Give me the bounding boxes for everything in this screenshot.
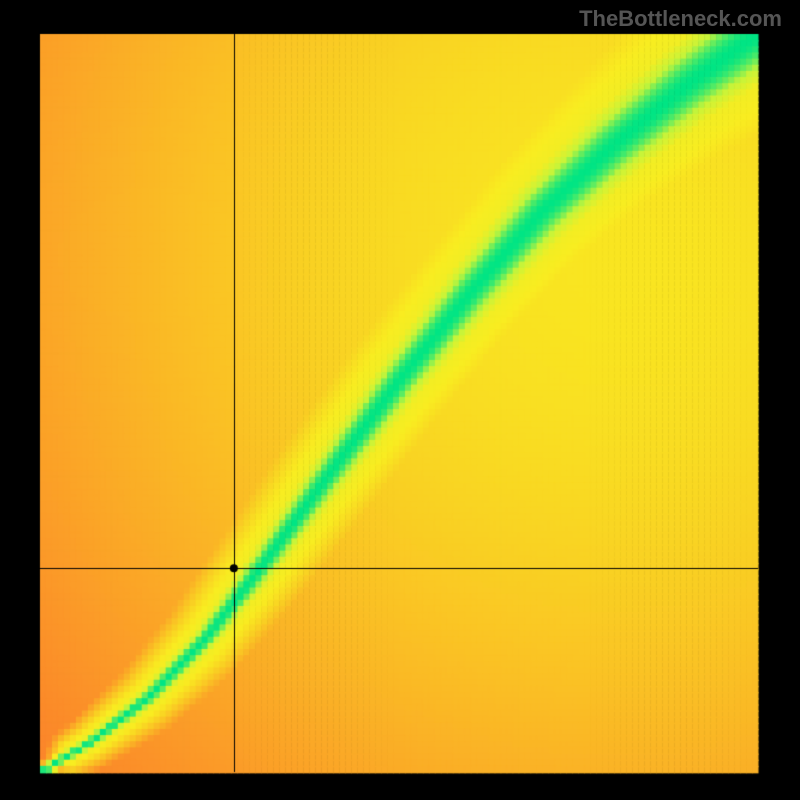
chart-stage: TheBottleneck.com [0,0,800,800]
attribution-label: TheBottleneck.com [579,6,782,32]
bottleneck-heatmap [0,0,800,800]
